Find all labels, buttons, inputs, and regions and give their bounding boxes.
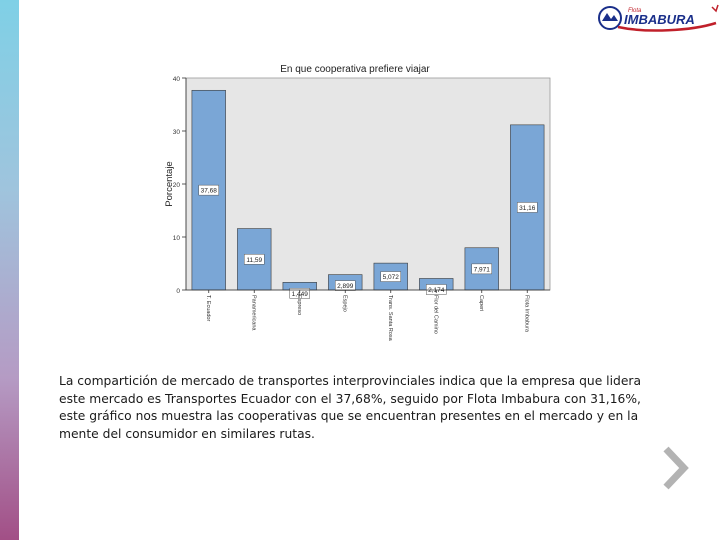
data-label: 2,899 [337, 283, 354, 290]
data-label-box [244, 254, 265, 265]
x-category-label: Expreso [296, 295, 302, 315]
logo-brand-text: IMBABURA [624, 12, 695, 27]
x-category-label: T. Ecuador [205, 295, 211, 321]
bar-chart: En que cooperativa prefiere viajar Porce… [164, 64, 551, 342]
caption-text: La compartición de mercado de transporte… [59, 374, 641, 441]
data-label-box [426, 284, 447, 295]
data-label-box [289, 288, 310, 299]
data-label: 11,59 [246, 257, 262, 264]
x-category-label: Flor del Camino [432, 295, 438, 334]
chevron-right-icon[interactable] [660, 445, 690, 491]
data-label: 37,68 [201, 188, 218, 195]
x-category-label: Trans. Santa Rosa [387, 295, 393, 342]
x-category-label: Caperi [478, 295, 484, 311]
x-category-label: Panamericana [250, 295, 256, 331]
logo-small-text: Flota [628, 8, 642, 14]
data-label: 31,16 [519, 205, 536, 212]
x-category-label: Espejo [341, 295, 347, 312]
chart-title: En que cooperativa prefiere viajar [280, 64, 430, 75]
y-axis-label: Porcentaje [164, 161, 175, 206]
data-label: 7,971 [474, 266, 491, 273]
y-tick-label: 20 [173, 182, 181, 189]
data-label-box [198, 184, 219, 196]
y-tick-label: 10 [173, 235, 181, 242]
data-label-box [380, 271, 401, 282]
data-label: 5,072 [383, 274, 400, 281]
y-tick-label: 40 [173, 76, 181, 83]
data-label-box [517, 202, 538, 213]
y-tick-label: 0 [176, 288, 180, 295]
flota-imbabura-logo: Flota IMBABURA [598, 4, 719, 32]
decorative-side-bar [0, 0, 19, 540]
data-label: 1,449 [292, 291, 309, 298]
data-label-box [471, 263, 492, 275]
x-category-label: Flota Imbabura [523, 295, 529, 333]
y-tick-label: 30 [173, 129, 181, 136]
